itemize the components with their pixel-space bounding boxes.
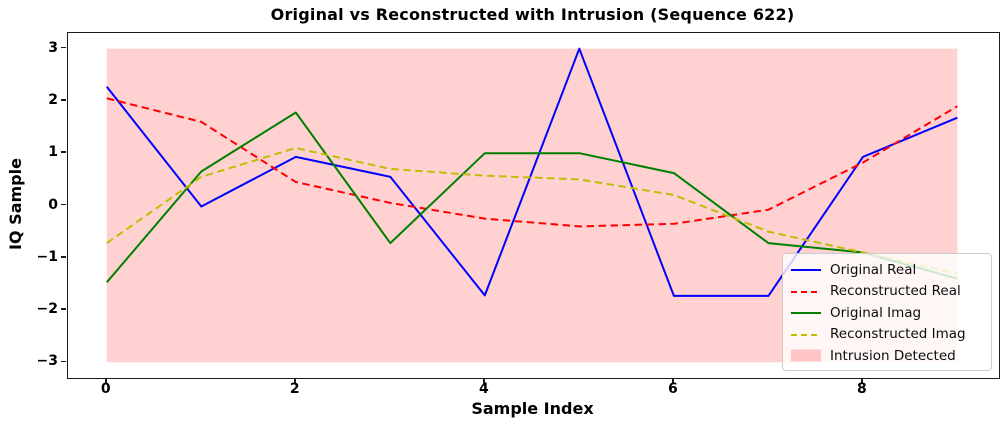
legend-item-reconstructed-real: Reconstructed Real bbox=[791, 281, 983, 302]
y-tick-mark bbox=[61, 46, 66, 49]
legend-swatch-pink-patch bbox=[791, 348, 821, 363]
y-tick-label: 2 bbox=[48, 91, 58, 108]
plot-area bbox=[67, 32, 1000, 379]
legend-item-intrusion-detected: Intrusion Detected bbox=[791, 345, 983, 366]
legend-label: Reconstructed Real bbox=[830, 283, 961, 299]
y-tick-mark bbox=[61, 151, 66, 153]
legend-label: Original Real bbox=[830, 261, 917, 278]
y-tick-label: −2 bbox=[36, 301, 58, 318]
legend-swatch-blue-solid-line bbox=[791, 262, 821, 277]
series-line-original-real bbox=[106, 47, 958, 297]
legend-swatch-red-dashed-line bbox=[791, 284, 821, 299]
y-tick-label: 0 bbox=[48, 196, 58, 213]
series-line-reconstructed-real bbox=[106, 97, 958, 228]
legend: Original Real Reconstructed Real Origina… bbox=[782, 253, 992, 371]
x-tick-label: 6 bbox=[667, 381, 678, 397]
x-tick-label: 2 bbox=[289, 381, 300, 397]
y-tick-mark bbox=[61, 99, 66, 101]
legend-label: Original Imag bbox=[830, 304, 922, 321]
y-tick-mark bbox=[61, 360, 66, 363]
x-tick-label: 4 bbox=[478, 381, 489, 397]
y-tick-mark bbox=[61, 256, 66, 258]
legend-item-original-imag: Original Imag bbox=[791, 302, 983, 323]
legend-swatch-green-solid-line bbox=[791, 305, 821, 320]
legend-item-original-real: Original Real bbox=[791, 259, 983, 280]
legend-label: Reconstructed Imag bbox=[830, 326, 966, 342]
legend-label: Intrusion Detected bbox=[830, 347, 956, 364]
x-axis-label: Sample Index bbox=[471, 399, 594, 418]
y-tick-mark bbox=[61, 308, 66, 310]
y-tick-label: 3 bbox=[48, 39, 58, 56]
x-tick-mark bbox=[105, 378, 107, 383]
x-tick-mark bbox=[483, 378, 485, 383]
x-tick-label: 0 bbox=[100, 381, 111, 397]
y-tick-mark bbox=[61, 203, 66, 206]
x-tick-mark bbox=[861, 378, 863, 383]
x-tick-mark bbox=[294, 378, 296, 383]
legend-swatch-yellow-dashed-line bbox=[791, 327, 821, 342]
x-tick-label: 8 bbox=[857, 381, 867, 397]
legend-item-reconstructed-imag: Reconstructed Imag bbox=[791, 324, 983, 345]
series-line-reconstructed-imag bbox=[106, 147, 958, 275]
y-tick-label: −3 bbox=[36, 353, 58, 370]
y-axis-label: IQ Sample bbox=[6, 158, 25, 250]
x-tick-mark bbox=[672, 378, 674, 383]
y-tick-label: −1 bbox=[36, 248, 58, 265]
y-tick-label: 1 bbox=[48, 144, 58, 161]
chart-title: Original vs Reconstructed with Intrusion… bbox=[270, 5, 795, 24]
series-line-original-imag bbox=[106, 111, 958, 283]
